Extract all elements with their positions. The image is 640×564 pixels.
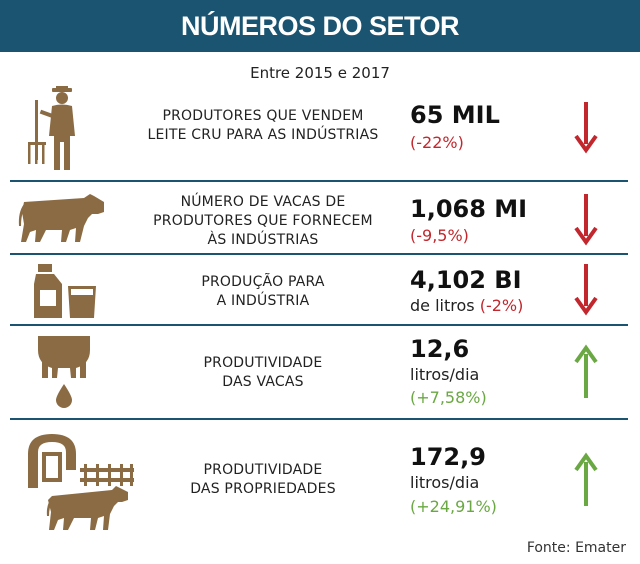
subtitle: Entre 2015 e 2017	[250, 64, 390, 82]
row-label-property-productivity: PRODUTIVIDADE DAS PROPRIEDADES	[190, 462, 336, 497]
unit-property-productivity: litros/dia	[410, 473, 480, 492]
cow-icon	[18, 194, 104, 242]
value-production: 4,102 BI	[410, 266, 522, 294]
row-label-cow-productivity: PRODUTIVIDADE DAS VACAS	[203, 355, 323, 390]
udder-icon	[38, 336, 90, 408]
value-property-productivity: 172,9	[410, 443, 486, 471]
barn-cow-icon	[28, 434, 134, 530]
milk-carton-icon	[34, 264, 96, 318]
value-producers: 65 MIL	[410, 101, 500, 129]
arrow-down-icon	[574, 102, 598, 154]
production-detail: de litros (-2%)	[410, 295, 523, 317]
value-cow-productivity: 12,6	[410, 335, 470, 363]
page-title: NÚMEROS DO SETOR	[180, 11, 460, 41]
row-divider	[10, 324, 628, 326]
value-cows: 1,068 MI	[410, 195, 528, 223]
row-label-production: PRODUÇÃO PARA A INDÚSTRIA	[201, 274, 325, 309]
change-property-productivity: (+24,91%)	[410, 497, 497, 516]
farmer-icon	[28, 86, 75, 170]
change-producers: (-22%)	[410, 133, 464, 152]
source-note: Fonte: Emater	[526, 540, 626, 556]
row-label-producers: PRODUTORES QUE VENDEM LEITE CRU PARA AS I…	[147, 108, 379, 143]
arrow-down-icon	[574, 264, 598, 316]
change-cows: (-9,5%)	[410, 226, 469, 245]
change-cow-productivity: (+7,58%)	[410, 388, 487, 407]
change-production: (-2%)	[479, 296, 524, 315]
unit-cow-productivity: litros/dia	[410, 365, 480, 384]
row-divider	[10, 180, 628, 182]
header-bar	[0, 0, 640, 52]
unit-production: de litros	[410, 296, 475, 315]
row-divider	[10, 418, 628, 420]
arrow-up-icon	[574, 344, 598, 398]
row-label-cows: NÚMERO DE VACAS DE PRODUTORES QUE FORNECE…	[153, 194, 373, 248]
arrow-up-icon	[574, 452, 598, 506]
row-divider	[10, 253, 628, 255]
arrow-down-icon	[574, 194, 598, 246]
